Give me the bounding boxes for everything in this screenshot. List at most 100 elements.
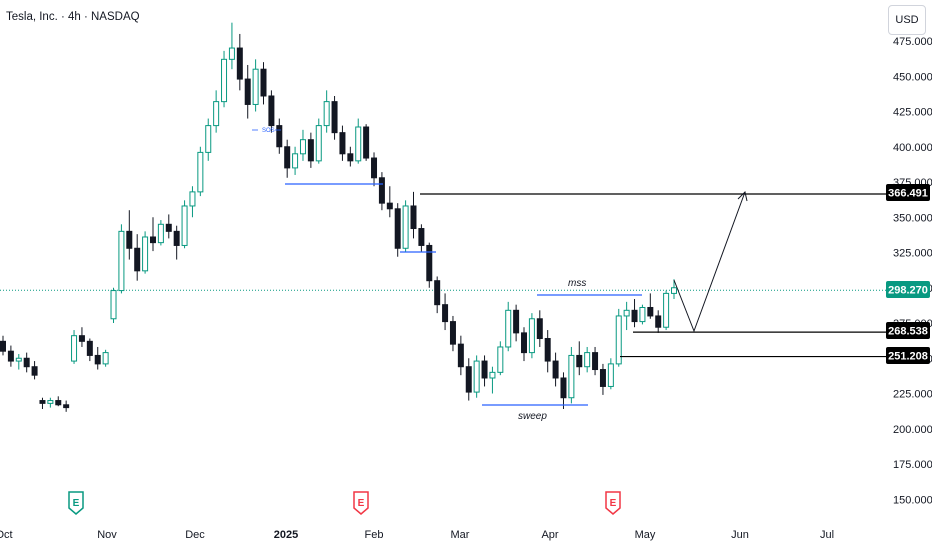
- time-tick-label: Apr: [541, 529, 558, 541]
- candle: [47, 397, 54, 408]
- candle-body: [402, 205, 409, 249]
- candle: [284, 139, 291, 178]
- candle: [347, 146, 354, 167]
- candle-body: [576, 354, 583, 368]
- candle: [94, 346, 101, 370]
- candle-body: [449, 321, 456, 345]
- candle: [268, 90, 275, 133]
- candle-body: [505, 309, 512, 348]
- candle: [655, 310, 662, 333]
- candle: [78, 327, 85, 347]
- candle: [315, 118, 322, 164]
- candle-body: [339, 132, 346, 155]
- candle-body: [94, 354, 101, 365]
- earnings-letter: E: [358, 498, 365, 509]
- candle-body: [134, 247, 141, 272]
- current-price-tag-bg: [886, 281, 930, 298]
- earnings-marker-feb[interactable]: E: [353, 491, 369, 515]
- time-tick-label: Feb: [365, 529, 384, 541]
- candle: [118, 224, 125, 294]
- candle-body: [631, 309, 638, 323]
- candle: [142, 231, 149, 274]
- time-tick-label: Oct: [0, 529, 13, 541]
- candle-body: [536, 318, 543, 340]
- earnings-letter: E: [73, 498, 80, 509]
- candle-body: [292, 153, 299, 169]
- candle-body: [592, 352, 599, 371]
- candle-body: [165, 223, 172, 232]
- candle-body: [236, 47, 243, 80]
- price-tick-label: 150.000: [893, 494, 932, 506]
- candle: [39, 397, 46, 410]
- candle: [560, 372, 567, 410]
- earnings-marker-nov[interactable]: E: [68, 491, 84, 515]
- candle: [323, 90, 330, 133]
- candle: [442, 293, 449, 331]
- candle: [457, 335, 464, 376]
- candle: [55, 396, 62, 407]
- candle: [473, 355, 480, 398]
- level-tag-251-bg: [886, 347, 930, 364]
- candle: [205, 118, 212, 161]
- candle: [355, 118, 362, 164]
- candle-body: [544, 338, 551, 362]
- candle-body: [307, 139, 314, 162]
- candle: [221, 50, 228, 108]
- current-price-tag: 298.270: [886, 281, 930, 298]
- chart-title: Tesla, Inc. · 4h · NASDAQ: [6, 11, 140, 23]
- price-axis[interactable]: 475.000450.000425.000400.000375.000350.0…: [893, 36, 932, 506]
- candle: [497, 341, 504, 376]
- candle: [197, 146, 204, 197]
- candle-body: [118, 230, 125, 292]
- time-tick-label: Jun: [731, 529, 749, 541]
- candle-body: [15, 357, 22, 362]
- time-tick-label: Nov: [97, 529, 117, 541]
- currency-button[interactable]: USD: [888, 5, 926, 35]
- candle: [378, 172, 385, 211]
- time-tick-label: 2025: [274, 529, 298, 541]
- candle: [110, 287, 117, 323]
- price-tick-label: 325.000: [893, 248, 932, 260]
- candle-body: [655, 315, 662, 328]
- time-axis[interactable]: Oct Nov Dec 2025 Feb Mar Apr May Jun Jul: [0, 529, 834, 541]
- candle: [607, 358, 614, 390]
- price-tick-label: 350.000: [893, 212, 932, 224]
- candle: [181, 200, 188, 249]
- candle: [299, 129, 306, 161]
- candle-body: [671, 287, 677, 294]
- candle: [228, 22, 235, 70]
- candle-body: [378, 177, 385, 204]
- candle: [157, 220, 164, 246]
- candle-body: [0, 340, 6, 352]
- candle: [134, 234, 141, 281]
- candle-body: [481, 360, 488, 379]
- candle: [252, 59, 259, 112]
- level-tag-366-bg: [886, 184, 930, 201]
- candle-body: [260, 68, 267, 97]
- candle: [260, 62, 267, 105]
- candle: [292, 146, 299, 175]
- time-tick-label: May: [635, 529, 656, 541]
- level-label-268: 268.538: [888, 326, 928, 338]
- candle-body: [599, 369, 606, 387]
- earnings-marker-apr[interactable]: E: [605, 491, 621, 515]
- candle: [307, 132, 314, 168]
- candle: [465, 358, 472, 401]
- candle: [0, 335, 6, 356]
- level-tag-268-bg: [886, 322, 930, 339]
- candle: [671, 279, 677, 300]
- candle: [7, 345, 14, 367]
- candle: [386, 186, 393, 218]
- earnings-shield-icon: [68, 491, 84, 515]
- candle: [639, 304, 646, 325]
- candle-body: [102, 352, 109, 365]
- candle-body: [647, 306, 654, 317]
- level-label-366: 366.491: [888, 188, 928, 200]
- candle: [513, 304, 520, 342]
- candle-body: [584, 352, 591, 368]
- candle-body: [23, 357, 30, 368]
- candle-body: [189, 191, 196, 207]
- annotation-sweep: sweep: [518, 411, 547, 422]
- candle-body: [410, 205, 417, 230]
